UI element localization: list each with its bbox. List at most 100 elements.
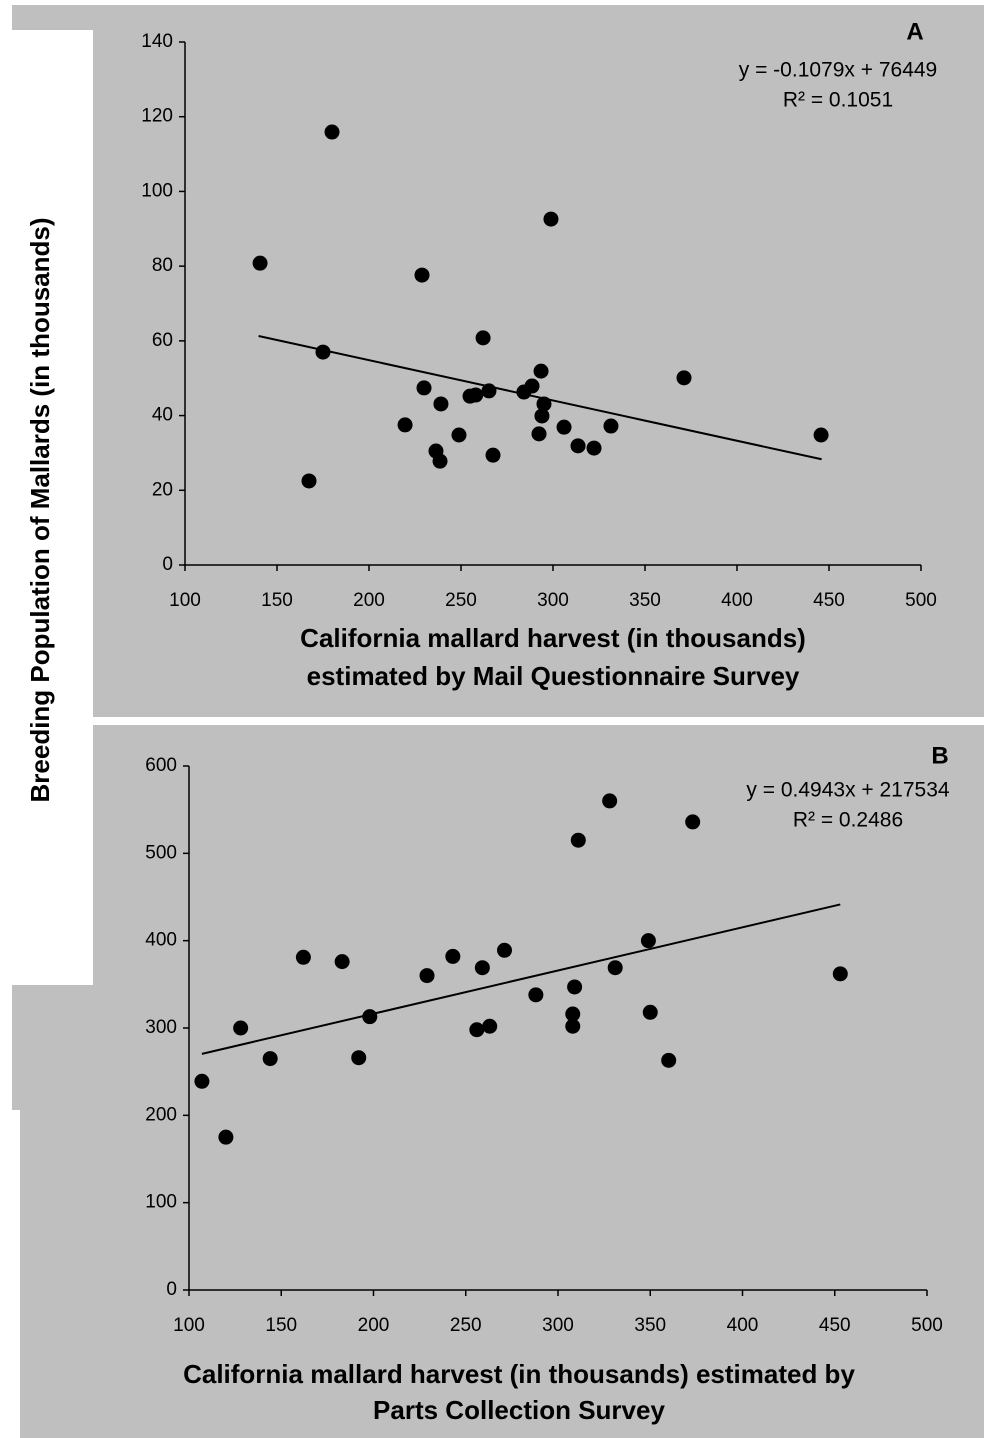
point (556, 419, 572, 435)
point (485, 447, 501, 463)
x-tick-label: 350 (634, 1315, 666, 1336)
point (433, 396, 449, 412)
point (607, 960, 623, 976)
point (362, 1009, 378, 1025)
point (351, 1050, 367, 1066)
panel-label: B (931, 742, 948, 769)
point (536, 396, 552, 412)
point (481, 383, 497, 399)
point (482, 1018, 498, 1034)
y-tick-label: 0 (162, 554, 173, 575)
point (543, 211, 559, 227)
point (262, 1051, 278, 1067)
point (419, 968, 435, 984)
y-label-box (0, 30, 93, 985)
point (642, 1004, 658, 1020)
x-tick-label: 350 (629, 590, 661, 611)
point (496, 942, 512, 958)
point (813, 427, 829, 443)
y-tick-label: 300 (145, 1017, 177, 1038)
x-tick-label: 150 (265, 1315, 297, 1336)
y-tick-label: 20 (152, 479, 173, 500)
point (565, 1006, 581, 1022)
point (516, 384, 532, 400)
point (468, 387, 484, 403)
point (474, 960, 490, 976)
y-axis-label: Breeding Population of Mallards (in thou… (25, 217, 55, 802)
y-tick-label: 120 (141, 106, 173, 127)
x-tick-label: 500 (905, 590, 937, 611)
trend-equation: y = 0.4943x + 217534 (746, 779, 949, 802)
r-squared: R² = 0.2486 (793, 809, 903, 832)
point (533, 363, 549, 379)
point (832, 966, 848, 982)
point (567, 979, 583, 995)
point (233, 1020, 249, 1036)
point (661, 1052, 677, 1068)
panel-label: A (906, 18, 923, 45)
point (334, 954, 350, 970)
x-tick-label: 450 (813, 590, 845, 611)
x-tick-label: 300 (542, 1315, 574, 1336)
x-tick-label: 200 (353, 590, 385, 611)
y-tick-label: 100 (145, 1192, 177, 1213)
point (445, 948, 461, 964)
y-tick-label: 60 (152, 330, 173, 351)
x-tick-label: 200 (358, 1315, 390, 1336)
point (252, 255, 268, 271)
trendline (201, 903, 841, 1055)
point (301, 473, 317, 489)
y-tick-label: 80 (152, 255, 173, 276)
point (416, 380, 432, 396)
panel-b-background (20, 725, 984, 1438)
y-tick-label: 100 (141, 180, 173, 201)
point (586, 440, 602, 456)
point (432, 453, 448, 469)
x-tick-label: 400 (727, 1315, 759, 1336)
x-tick-label: 450 (819, 1315, 851, 1336)
r-squared: R² = 0.1051 (783, 89, 893, 112)
point (414, 267, 430, 283)
x-tick-label: 400 (721, 590, 753, 611)
x-axis-label: California mallard harvest (in thousands… (300, 623, 806, 653)
point (602, 793, 618, 809)
point (685, 814, 701, 830)
point (534, 408, 550, 424)
point (528, 987, 544, 1003)
point (531, 426, 547, 442)
point (469, 1022, 485, 1038)
point (295, 949, 311, 965)
x-tick-label: 250 (445, 590, 477, 611)
y-tick-label: 200 (145, 1104, 177, 1125)
y-tick-label: 500 (145, 842, 177, 863)
point (640, 933, 656, 949)
point (315, 344, 331, 360)
point (475, 330, 491, 346)
point (603, 418, 619, 434)
x-tick-label: 150 (261, 590, 293, 611)
point (194, 1073, 210, 1089)
x-axis-label: estimated by Mail Questionnaire Survey (307, 661, 800, 691)
point (324, 124, 340, 140)
y-tick-label: 40 (152, 405, 173, 426)
y-tick-label: 400 (145, 930, 177, 951)
y-tick-label: 600 (145, 755, 177, 776)
point (676, 370, 692, 386)
y-tick-label: 0 (166, 1279, 177, 1300)
x-tick-label: 100 (173, 1315, 205, 1336)
x-tick-label: 100 (169, 590, 201, 611)
point (570, 832, 586, 848)
y-tick-label: 140 (141, 31, 173, 52)
point (451, 427, 467, 443)
trend-equation: y = -0.1079x + 76449 (739, 59, 938, 82)
x-axis-label: Parts Collection Survey (373, 1395, 665, 1425)
point (570, 438, 586, 454)
point (218, 1129, 234, 1145)
point (397, 417, 413, 433)
x-tick-label: 250 (450, 1315, 482, 1336)
x-tick-label: 500 (911, 1315, 943, 1336)
x-tick-label: 300 (537, 590, 569, 611)
panel-a-background (12, 5, 984, 717)
